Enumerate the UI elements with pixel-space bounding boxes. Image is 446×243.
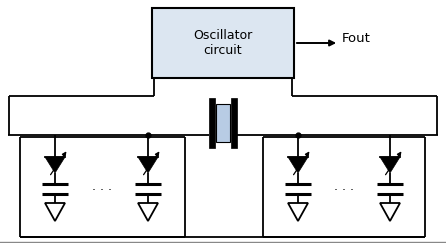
Bar <box>152 8 294 78</box>
Polygon shape <box>138 157 158 173</box>
Text: Oscillator
circuit: Oscillator circuit <box>194 29 252 57</box>
Bar <box>216 104 230 142</box>
Polygon shape <box>288 157 308 173</box>
Text: · · ·: · · · <box>91 183 112 197</box>
Bar <box>231 98 237 148</box>
Bar <box>209 98 215 148</box>
Text: · · ·: · · · <box>334 183 354 197</box>
Text: Fout: Fout <box>342 32 371 44</box>
Polygon shape <box>45 157 65 173</box>
Polygon shape <box>380 157 400 173</box>
